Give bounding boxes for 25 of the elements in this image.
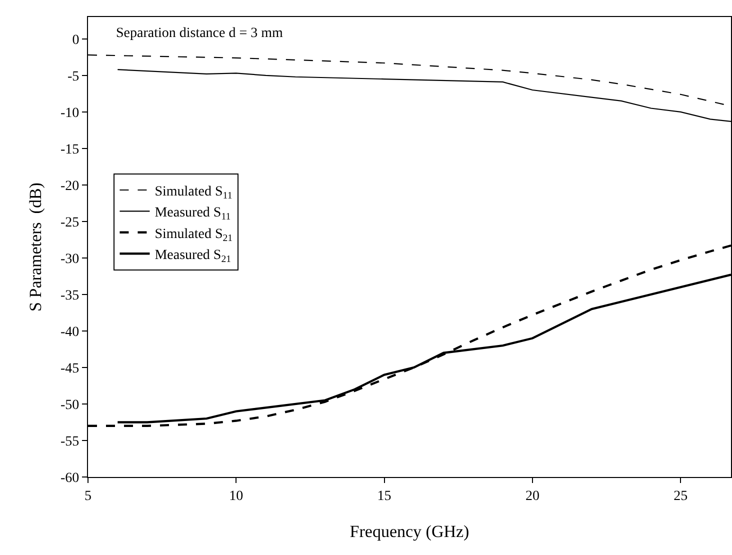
- y-tick-label: 0: [72, 32, 80, 48]
- annotation: Separation distance d = 3 mm: [116, 26, 284, 41]
- legend-label: Measured S$_{21}$: [154, 248, 232, 265]
- y-tick-label: -55: [60, 434, 80, 450]
- x-tick-label: 5: [84, 488, 92, 504]
- y-tick-label: -20: [60, 178, 80, 194]
- legend-label: Simulated S$_{11}$: [154, 184, 232, 202]
- x-tick-label: 25: [674, 488, 688, 504]
- x-tick-label: 10: [229, 488, 244, 504]
- y-tick-label: -60: [60, 470, 80, 486]
- x-tick-label: 20: [525, 488, 540, 504]
- y-tick-label: -25: [60, 215, 80, 230]
- y-tick-label: -50: [60, 398, 80, 413]
- legend-label: Measured S$_{11}$: [154, 206, 231, 223]
- legend-label: Simulated S$_{21}$: [154, 226, 233, 244]
- y-tick-label: -40: [60, 324, 80, 340]
- y-tick-label: -35: [60, 288, 80, 304]
- y-tick-label: -15: [60, 142, 80, 158]
- y-tick-label: -45: [60, 361, 80, 376]
- x-tick-label: 15: [377, 488, 392, 504]
- y-tick-label: -5: [68, 69, 80, 84]
- x-axis-title: Frequency (GHz): [350, 522, 470, 542]
- y-axis-title: S Parameters (dB): [26, 182, 46, 312]
- y-tick-label: -30: [60, 252, 80, 267]
- y-tick-label: -10: [60, 106, 80, 121]
